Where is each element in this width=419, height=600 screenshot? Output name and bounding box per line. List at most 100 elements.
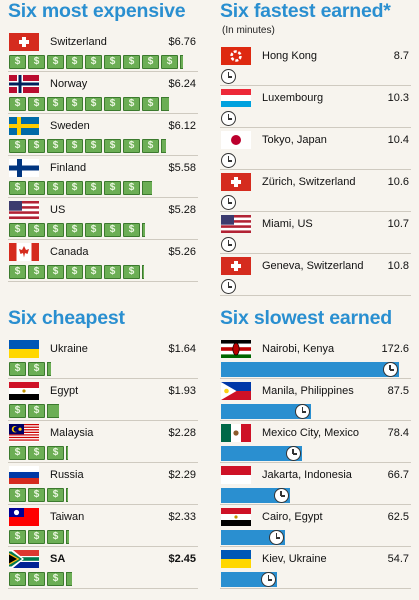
row-value: $2.45 xyxy=(168,553,196,565)
switzerland-flag-icon xyxy=(221,257,251,275)
canada-flag-icon xyxy=(9,243,39,261)
row-name: Canada xyxy=(50,246,89,258)
dollar-bill-icon: $ xyxy=(66,181,83,195)
row-name: Mexico City, Mexico xyxy=(262,427,359,439)
slowest-earned-panel: Six slowest earned Nairobi, Kenya 172.6 Ma… xyxy=(220,307,411,600)
table-row: Taiwan $2.33 $ $ $ xyxy=(8,505,198,547)
row-divider xyxy=(8,113,198,114)
dollar-bill-icon: $ xyxy=(47,572,64,586)
row-name: Egypt xyxy=(50,385,79,397)
row-value: $6.12 xyxy=(168,120,196,132)
row-divider xyxy=(220,253,411,254)
dollar-bill-icon xyxy=(66,572,72,586)
dollar-bill-icon: $ xyxy=(85,223,102,237)
row-divider xyxy=(220,127,411,128)
row-name: Switzerland xyxy=(50,36,107,48)
table-row: Mexico City, Mexico 78.4 xyxy=(220,421,411,463)
clock-icon xyxy=(221,153,236,168)
dollar-bill-icon: $ xyxy=(9,530,26,544)
row-value: 54.7 xyxy=(387,553,409,565)
most-expensive-panel: Six most expensive Switzerland $6.76 $ $ $ $ $… xyxy=(8,0,198,290)
row-divider xyxy=(8,588,198,589)
row-name: Russia xyxy=(50,469,84,481)
dollar-bill-icon: $ xyxy=(28,97,45,111)
dollar-bill-icon: $ xyxy=(104,97,121,111)
row-divider xyxy=(8,462,198,463)
row-divider xyxy=(8,281,198,282)
row-name: Norway xyxy=(50,78,88,90)
row-divider xyxy=(220,504,411,505)
dollar-bill-icon: $ xyxy=(28,362,45,376)
table-row: Jakarta, Indonesia 66.7 xyxy=(220,463,411,505)
table-row: Russia $2.29 $ $ $ xyxy=(8,463,198,505)
row-name: Ukraine xyxy=(50,343,88,355)
malaysia-flag-icon xyxy=(9,424,39,442)
dollar-bill-icon: $ xyxy=(123,97,140,111)
table-row: SA $2.45 $ $ $ xyxy=(8,547,198,589)
dollar-bill-icon xyxy=(47,404,59,418)
dollar-bill-icon: $ xyxy=(28,181,45,195)
table-row: US $5.28 $ $ $ $ $ $ $ xyxy=(8,198,198,240)
row-name: Taiwan xyxy=(50,511,85,523)
money-bar: $ $ $ xyxy=(9,530,69,544)
dollar-bill-icon: $ xyxy=(28,223,45,237)
money-bar: $ $ $ $ $ $ $ xyxy=(9,223,145,237)
row-value: 10.8 xyxy=(387,260,409,272)
money-bar: $ $ xyxy=(9,362,52,376)
dollar-bill-icon: $ xyxy=(123,55,140,69)
row-divider xyxy=(8,378,198,379)
row-divider xyxy=(220,462,411,463)
dollar-bill-icon: $ xyxy=(28,572,45,586)
table-row: Finland $5.58 $ $ $ $ $ $ $ xyxy=(8,156,198,198)
dollar-bill-icon: $ xyxy=(47,139,64,153)
money-bar: $ $ xyxy=(9,404,59,418)
dollar-bill-icon: $ xyxy=(28,446,45,460)
row-divider xyxy=(220,211,411,212)
dollar-bill-icon: $ xyxy=(9,404,26,418)
ukraine-flag-icon xyxy=(9,340,39,358)
money-bar: $ $ $ $ $ $ $ $ $ xyxy=(9,55,183,69)
clock-icon xyxy=(295,404,310,419)
row-value: 10.7 xyxy=(387,218,409,230)
time-bar xyxy=(221,404,311,419)
table-row: Nairobi, Kenya 172.6 xyxy=(220,337,411,379)
time-bar xyxy=(221,488,290,503)
row-name: Miami, US xyxy=(262,218,313,230)
row-name: Malaysia xyxy=(50,427,94,439)
table-row: Switzerland $6.76 $ $ $ $ $ $ $ $ $ xyxy=(8,30,198,72)
dollar-bill-icon: $ xyxy=(104,55,121,69)
dollar-bill-icon: $ xyxy=(9,181,26,195)
dollar-bill-icon: $ xyxy=(123,139,140,153)
table-row: Hong Kong 8.7 xyxy=(220,44,411,86)
table-row: Malaysia $2.28 $ $ $ xyxy=(8,421,198,463)
dollar-bill-icon xyxy=(161,139,167,153)
dollar-bill-icon xyxy=(180,55,183,69)
dollar-bill-icon: $ xyxy=(47,488,64,502)
sweden-flag-icon xyxy=(9,117,39,135)
row-divider xyxy=(220,169,411,170)
clock-icon xyxy=(382,362,398,377)
money-bar: $ $ $ $ $ $ $ xyxy=(9,265,145,279)
clock-icon xyxy=(221,111,236,126)
clock-icon xyxy=(221,279,236,294)
dollar-bill-icon: $ xyxy=(28,55,45,69)
switzerland-flag-icon xyxy=(9,33,39,51)
table-row: Kiev, Ukraine 54.7 xyxy=(220,547,411,589)
row-name: Cairo, Egypt xyxy=(262,511,323,523)
dollar-bill-icon: $ xyxy=(9,139,26,153)
row-divider xyxy=(8,420,198,421)
dollar-bill-icon: $ xyxy=(104,181,121,195)
dollar-bill-icon: $ xyxy=(47,446,64,460)
cheapest-panel: Six cheapest Ukraine $1.64 $ $ Egypt $1.93 $ $ M… xyxy=(8,307,198,600)
clock-icon xyxy=(285,446,301,461)
row-divider xyxy=(220,295,411,296)
fastest-earned-panel: Six fastest earned* (In minutes) Hong Ko… xyxy=(220,0,411,300)
row-name: Jakarta, Indonesia xyxy=(262,469,352,481)
row-name: Finland xyxy=(50,162,87,174)
table-row: Geneva, Switzerland 10.8 xyxy=(220,254,411,296)
dollar-bill-icon: $ xyxy=(9,97,26,111)
dollar-bill-icon: $ xyxy=(123,223,140,237)
dollar-bill-icon: $ xyxy=(28,139,45,153)
money-bar: $ $ $ $ $ $ $ xyxy=(9,181,153,195)
row-value: $5.26 xyxy=(168,246,196,258)
